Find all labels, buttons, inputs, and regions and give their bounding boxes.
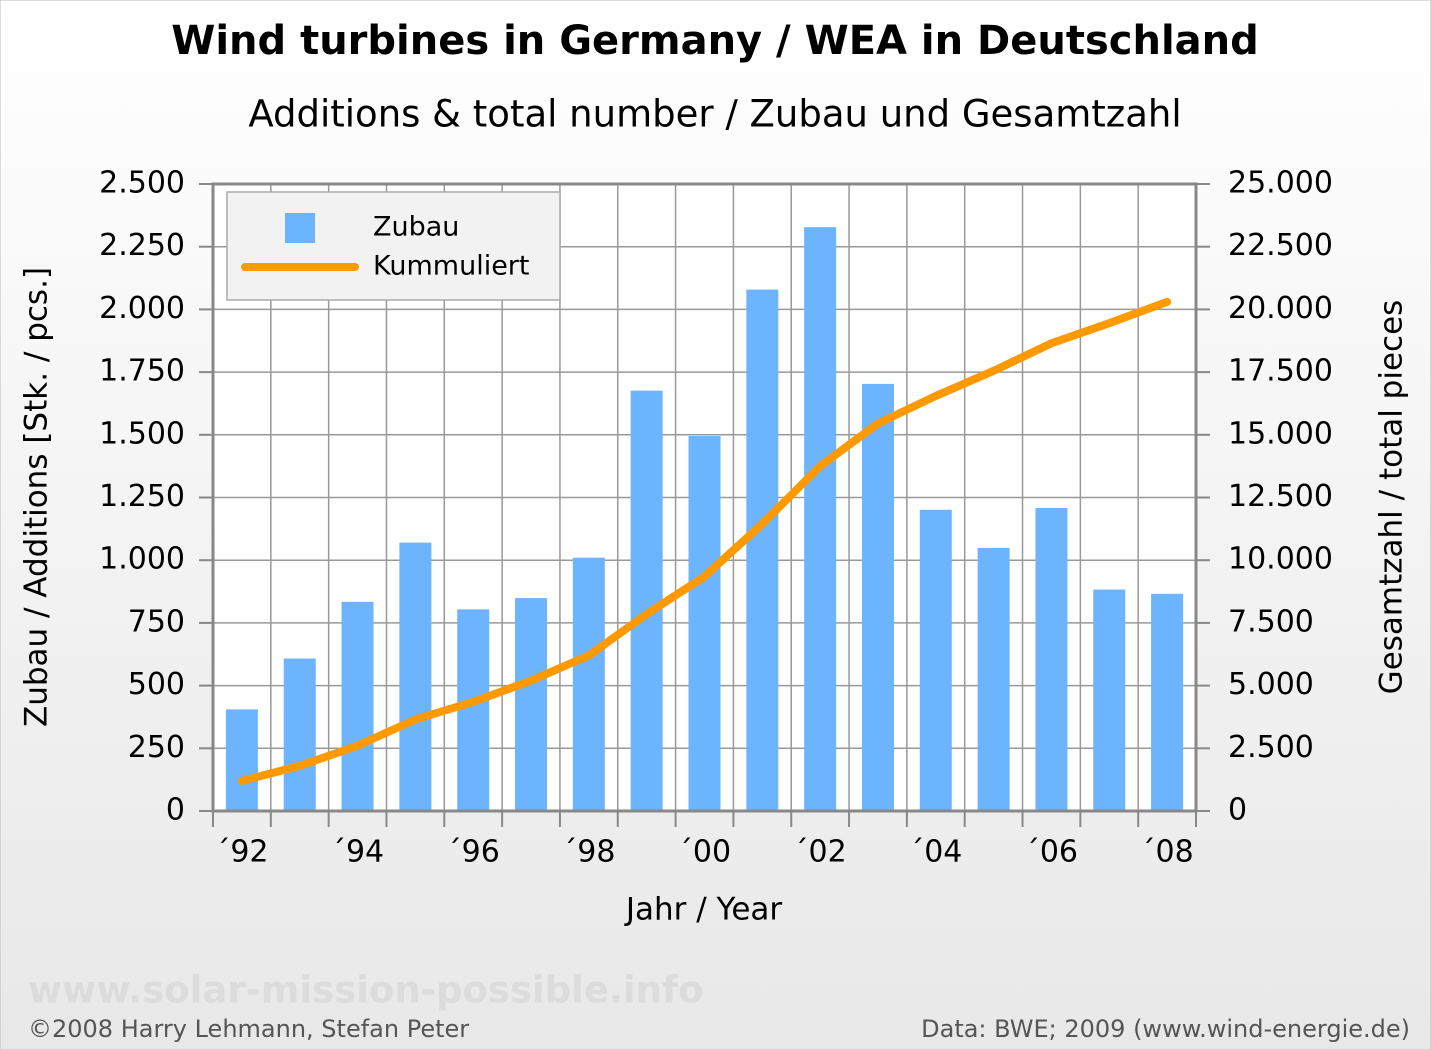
x-tick-label: ´92 xyxy=(215,835,268,870)
y2-tick-label: 17.500 xyxy=(1228,354,1333,389)
bar xyxy=(1035,508,1068,811)
x-tick-label: ´08 xyxy=(1140,835,1193,870)
credit: ©2008 Harry Lehmann, Stefan Peter xyxy=(28,1015,469,1043)
y-tick-label: 2.250 xyxy=(99,228,185,263)
bar xyxy=(341,601,374,811)
y2-tick-label: 20.000 xyxy=(1228,291,1333,326)
source: Data: BWE; 2009 (www.wind-energie.de) xyxy=(921,1015,1410,1043)
watermark: www.solar-mission-possible.info xyxy=(28,969,704,1012)
y-axis-title: Zubau / Additions [Stk. / pcs.] xyxy=(19,267,55,727)
bar xyxy=(746,289,779,811)
x-tick-label: ´00 xyxy=(678,835,731,870)
y-tick-label: 1.750 xyxy=(99,354,185,389)
y2-tick-label: 12.500 xyxy=(1228,479,1333,514)
x-axis-title: Jahr / Year xyxy=(624,892,783,928)
bar xyxy=(1151,593,1184,811)
x-tick-label: ´94 xyxy=(331,835,384,870)
bar xyxy=(977,547,1010,811)
y-tick-label: 1.250 xyxy=(99,479,185,514)
plot-area: 0 250 500 750 1.000 1.250 1.500 1.750 2.000 2.250… xyxy=(99,166,1333,870)
bar xyxy=(688,436,721,811)
bar xyxy=(804,227,837,812)
y2-tick-label: 5.000 xyxy=(1228,667,1314,702)
chart-title: Wind turbines in Germany / WEA in Deutsc… xyxy=(171,18,1259,64)
x-tick-label: ´96 xyxy=(447,835,500,870)
y-tick-label: 0 xyxy=(166,793,185,828)
line xyxy=(237,297,1172,785)
bar xyxy=(515,598,548,811)
y2-tick-label: 25.000 xyxy=(1228,166,1333,201)
y2-tick-label: 10.000 xyxy=(1228,542,1333,577)
bar xyxy=(861,383,894,811)
y-tick-label: 1.000 xyxy=(99,542,185,577)
x-tick-label: ´06 xyxy=(1025,835,1078,870)
bar xyxy=(283,658,316,811)
chart-subtitle: Additions & total number / Zubau und Ges… xyxy=(248,93,1181,136)
legend-box xyxy=(226,191,561,301)
legend-swatch xyxy=(285,213,315,243)
bar xyxy=(630,390,663,811)
legend-label: Kummuliert xyxy=(373,251,530,282)
y2-tick-label: 0 xyxy=(1228,793,1247,828)
y2-tick-label: 7.500 xyxy=(1228,604,1314,639)
bar xyxy=(1093,589,1126,811)
y2-axis-title: Gesamtzahl / total pieces xyxy=(1374,300,1410,695)
y-tick-label: 1.500 xyxy=(99,416,185,451)
plot-frame xyxy=(211,182,1198,813)
x-tick-label: ´04 xyxy=(909,835,962,870)
x-tick-label: ´98 xyxy=(562,835,615,870)
y-tick-label: 2.000 xyxy=(99,291,185,326)
y2-tick-label: 15.000 xyxy=(1228,416,1333,451)
bar xyxy=(919,509,952,811)
y-tick-label: 750 xyxy=(128,604,185,639)
bar xyxy=(457,609,490,811)
legend-label: Zubau xyxy=(373,212,459,243)
y-tick-label: 2.500 xyxy=(99,166,185,201)
bar xyxy=(225,709,258,811)
y-tick-label: 500 xyxy=(128,667,185,702)
x-tick-label: ´02 xyxy=(794,835,847,870)
y-tick-label: 250 xyxy=(128,730,185,765)
y2-tick-label: 22.500 xyxy=(1228,228,1333,263)
bar xyxy=(399,542,432,811)
bar xyxy=(572,557,605,811)
y2-tick-label: 2.500 xyxy=(1228,730,1314,765)
